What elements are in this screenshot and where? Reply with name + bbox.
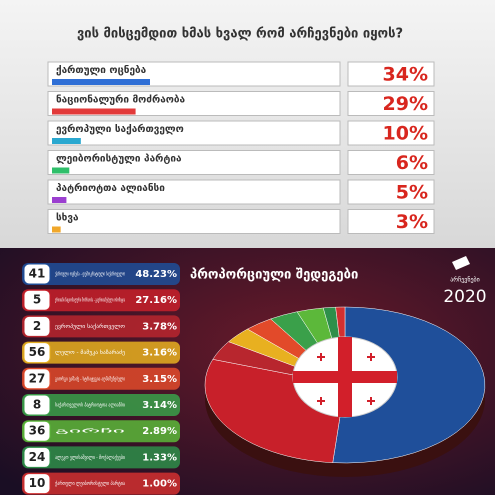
- value-box: [347, 120, 435, 146]
- value-label: 29%: [383, 93, 428, 115]
- value-label: 3.15%: [142, 374, 177, 385]
- category-label: ნაციონალური მოძრაობა: [56, 94, 186, 106]
- row-bg: [22, 394, 180, 416]
- party-name: ქართული ლეიბორისტული პარტია: [55, 480, 125, 487]
- ballot-number: 56: [29, 345, 46, 359]
- party-name: ქართული ოცნება - დემოკრატიული საქართველო: [55, 271, 125, 278]
- value-label: 3.14%: [142, 400, 177, 411]
- value-box: [347, 91, 435, 116]
- results-title: პროპორციული შედეგები: [190, 268, 358, 283]
- logo-text: არჩევნები: [450, 277, 479, 284]
- value-label: 3.78%: [142, 321, 177, 332]
- value-label: 10%: [383, 123, 428, 145]
- number-badge: [23, 368, 51, 390]
- number-badge: [23, 446, 51, 468]
- bar: [52, 167, 70, 174]
- bar: [52, 226, 61, 233]
- value-label: 27.16%: [135, 295, 177, 306]
- row-bg: [22, 472, 180, 495]
- value-label: 34%: [383, 64, 428, 86]
- number-badge: [23, 473, 51, 495]
- label-box: [47, 150, 341, 175]
- value-box: [347, 150, 435, 175]
- party-name: გირჩი: [55, 428, 126, 435]
- party-name: გიორგი ვაშაძე - სტრატეგია აღმაშენებელი: [55, 375, 125, 382]
- label-box: [47, 91, 341, 116]
- value-label: 1.33%: [142, 452, 177, 463]
- poll-title: ვის მისცემდით ხმას ხვალ რომ არჩევნები იყ…: [77, 27, 403, 42]
- value-box: [347, 61, 435, 87]
- category-label: ევროპული საქართველო: [56, 123, 184, 135]
- ballot-number: 10: [29, 476, 46, 490]
- number-badge: [23, 394, 51, 416]
- bar: [52, 108, 136, 115]
- flag-small-cross: [320, 397, 322, 405]
- row-bg: [22, 289, 180, 312]
- ballot-number: 41: [29, 267, 46, 281]
- category-label: პატრიოტთა ალიანსი: [56, 182, 165, 194]
- party-name: საქართველოს პატრიოტთა ალიანსი: [55, 402, 125, 409]
- ballot-number: 2: [33, 319, 41, 333]
- number-badge: [23, 342, 51, 364]
- party-name: ერთიანი ნაციონალური მოძრაობა - გაერთიანე…: [55, 297, 125, 304]
- label-box: [47, 209, 341, 234]
- ballot-number: 36: [29, 424, 46, 438]
- number-badge: [23, 289, 51, 311]
- row-bg: [22, 446, 180, 469]
- logo-icon: [452, 256, 470, 270]
- row-bg: [22, 367, 180, 390]
- value-box: [347, 209, 435, 234]
- value-label: 6%: [396, 152, 428, 174]
- category-label: სხვა: [56, 212, 79, 224]
- flag-small-cross: [370, 397, 372, 405]
- party-name: ევროპული საქართველო: [55, 323, 126, 330]
- value-label: 1.00%: [142, 479, 177, 490]
- logo: არჩევნები 2020: [443, 256, 487, 307]
- flag-small-cross: [370, 353, 372, 361]
- value-label: 2.89%: [142, 426, 177, 437]
- label-box: [47, 120, 341, 146]
- category-label: ლეიბორისტული პარტია: [56, 153, 182, 165]
- number-badge: [23, 263, 51, 285]
- row-bg: [22, 263, 180, 285]
- value-label: 5%: [396, 182, 428, 204]
- ballot-number: 27: [29, 371, 46, 385]
- label-box: [47, 179, 341, 205]
- number-badge: [23, 315, 51, 337]
- party-name: ალეკო ელისაშვილი - მოქალაქეები: [55, 454, 125, 461]
- flag-cross-h: [293, 371, 397, 383]
- value-label: 48.23%: [135, 269, 177, 280]
- row-bg: [22, 315, 180, 338]
- bar: [52, 79, 150, 85]
- row-bg: [22, 420, 180, 443]
- value-label: 3%: [396, 211, 428, 233]
- logo-year: 2020: [443, 287, 486, 307]
- flag-small-cross: [320, 353, 322, 361]
- value-box: [347, 179, 435, 205]
- category-label: ქართული ოცნება: [56, 64, 147, 76]
- row-bg: [22, 341, 180, 364]
- party-name: ლელო - მამუკა ხაზარაძე: [55, 349, 125, 356]
- ballot-number: 24: [29, 450, 46, 464]
- bar: [52, 197, 67, 203]
- number-badge: [23, 420, 51, 442]
- ballot-number: 8: [33, 398, 41, 412]
- bar: [52, 138, 81, 144]
- value-label: 3.16%: [142, 348, 177, 359]
- ballot-number: 5: [33, 293, 41, 307]
